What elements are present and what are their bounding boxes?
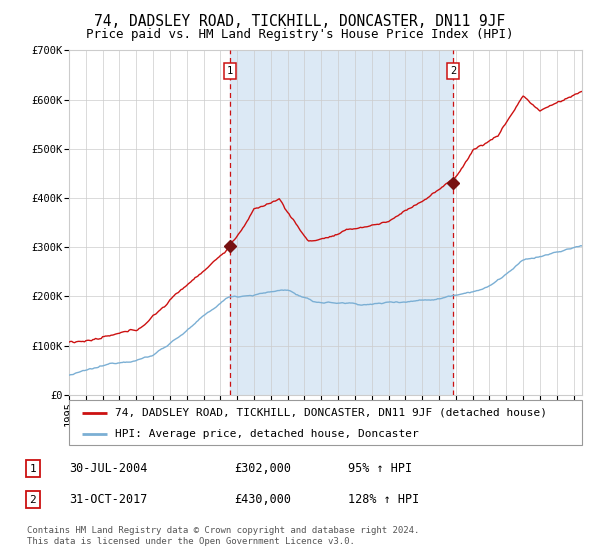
Text: £302,000: £302,000 [234,462,291,475]
Text: 1: 1 [227,66,233,76]
Text: £430,000: £430,000 [234,493,291,506]
Text: 2: 2 [450,66,456,76]
Text: 95% ↑ HPI: 95% ↑ HPI [348,462,412,475]
Text: 30-JUL-2004: 30-JUL-2004 [69,462,148,475]
Text: 2: 2 [29,494,37,505]
Text: 1: 1 [29,464,37,474]
Text: 31-OCT-2017: 31-OCT-2017 [69,493,148,506]
FancyBboxPatch shape [69,400,582,445]
Text: 128% ↑ HPI: 128% ↑ HPI [348,493,419,506]
Text: 74, DADSLEY ROAD, TICKHILL, DONCASTER, DN11 9JF (detached house): 74, DADSLEY ROAD, TICKHILL, DONCASTER, D… [115,408,547,418]
Text: Contains HM Land Registry data © Crown copyright and database right 2024.
This d: Contains HM Land Registry data © Crown c… [27,526,419,546]
Bar [230,50,453,395]
Text: HPI: Average price, detached house, Doncaster: HPI: Average price, detached house, Donc… [115,429,419,439]
Text: 74, DADSLEY ROAD, TICKHILL, DONCASTER, DN11 9JF: 74, DADSLEY ROAD, TICKHILL, DONCASTER, D… [94,14,506,29]
Text: Price paid vs. HM Land Registry's House Price Index (HPI): Price paid vs. HM Land Registry's House … [86,28,514,41]
